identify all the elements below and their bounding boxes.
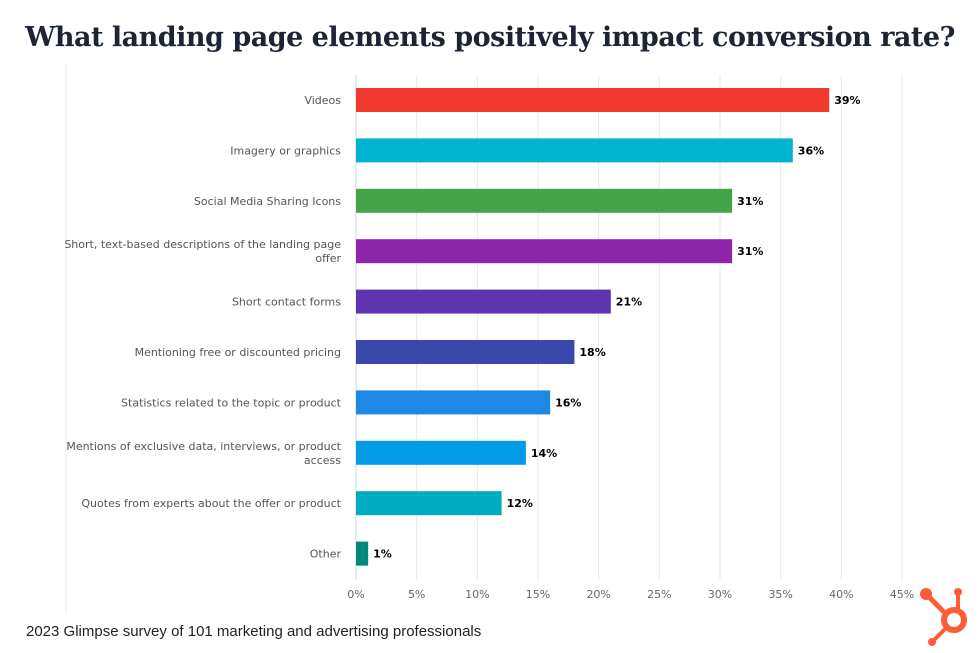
x-tick-label: 45% <box>890 588 914 601</box>
x-tick-label: 40% <box>829 588 853 601</box>
category-label: Statistics related to the topic or produ… <box>121 396 342 409</box>
data-label: 14% <box>531 447 557 460</box>
data-label: 1% <box>373 548 392 561</box>
x-tick-label: 0% <box>347 588 364 601</box>
category-label: Mentioning free or discounted pricing <box>135 346 341 359</box>
x-tick-label: 5% <box>408 588 425 601</box>
category-label: Short, text-based descriptions of the la… <box>64 238 341 251</box>
bar <box>356 239 733 264</box>
category-label: access <box>304 454 341 467</box>
chart-title: What landing page elements positively im… <box>25 22 955 53</box>
x-tick-label: 10% <box>465 588 489 601</box>
data-label: 12% <box>507 497 533 510</box>
data-label: 39% <box>834 94 860 107</box>
bar <box>356 289 611 314</box>
bar <box>356 440 526 465</box>
bar <box>356 340 575 364</box>
x-tick-label: 35% <box>768 588 792 601</box>
category-label: Videos <box>304 94 341 107</box>
category-label: Short contact forms <box>232 296 341 309</box>
data-label: 18% <box>579 346 605 359</box>
bar <box>356 88 830 112</box>
category-label: Imagery or graphics <box>230 144 341 157</box>
bar <box>356 138 793 163</box>
data-label: 16% <box>555 396 581 409</box>
data-label: 21% <box>616 296 642 309</box>
bar <box>356 541 369 566</box>
hubspot-logo-icon <box>920 588 967 646</box>
data-label: 31% <box>737 245 763 258</box>
bar <box>356 491 502 516</box>
category-label: offer <box>315 252 341 265</box>
data-label: 31% <box>737 195 763 208</box>
category-label: Quotes from experts about the offer or p… <box>81 497 341 510</box>
data-label: 36% <box>798 144 824 157</box>
source-note: 2023 Glimpse survey of 101 marketing and… <box>26 623 482 640</box>
bar <box>356 188 733 213</box>
category-label: Social Media Sharing Icons <box>194 195 341 208</box>
category-label: Other <box>310 548 342 561</box>
category-label: Mentions of exclusive data, interviews, … <box>66 440 341 453</box>
bar <box>356 390 551 415</box>
x-tick-label: 15% <box>526 588 550 601</box>
x-tick-label: 30% <box>708 588 732 601</box>
x-tick-label: 25% <box>647 588 671 601</box>
x-tick-label: 20% <box>586 588 610 601</box>
